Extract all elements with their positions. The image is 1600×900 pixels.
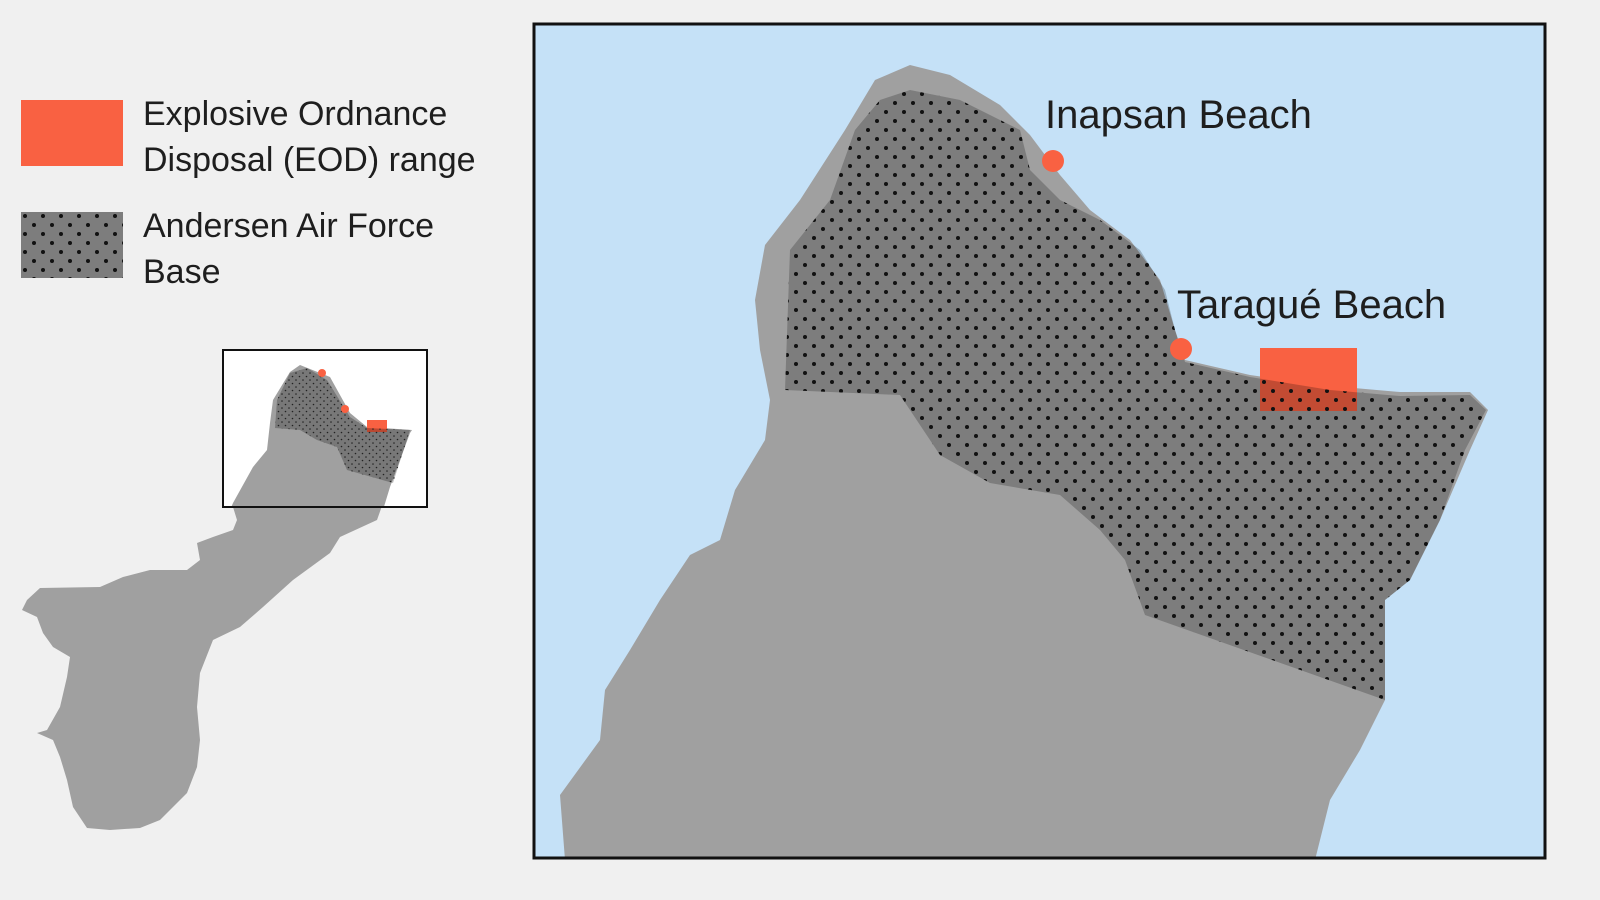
tarague-beach-label: Taragué Beach — [1177, 283, 1446, 327]
inapsan-beach-marker — [1042, 150, 1064, 172]
guam-island — [22, 503, 383, 830]
legend-item-air-force-base: Andersen Air Force Base — [21, 207, 434, 295]
inset-map — [222, 349, 428, 508]
base-swatch — [21, 212, 123, 278]
legend-item-eod-range: Explosive Ordnance Disposal (EOD) range — [21, 95, 476, 183]
main-map: Inapsan Beach Taragué Beach — [532, 22, 1547, 860]
northern-guam-land — [560, 65, 1488, 857]
legend-label: Explosive Ordnance Disposal (EOD) range — [143, 95, 476, 179]
tarague-beach-marker — [1170, 338, 1192, 360]
legend-label: Andersen Air Force Base — [143, 207, 435, 291]
eod-swatch — [21, 100, 123, 166]
inapsan-beach-label: Inapsan Beach — [1045, 93, 1312, 137]
andersen-air-force-base — [785, 90, 1486, 700]
eod-range — [1260, 348, 1357, 411]
